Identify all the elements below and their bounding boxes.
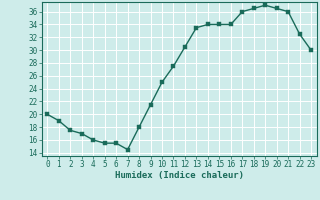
X-axis label: Humidex (Indice chaleur): Humidex (Indice chaleur) [115,171,244,180]
